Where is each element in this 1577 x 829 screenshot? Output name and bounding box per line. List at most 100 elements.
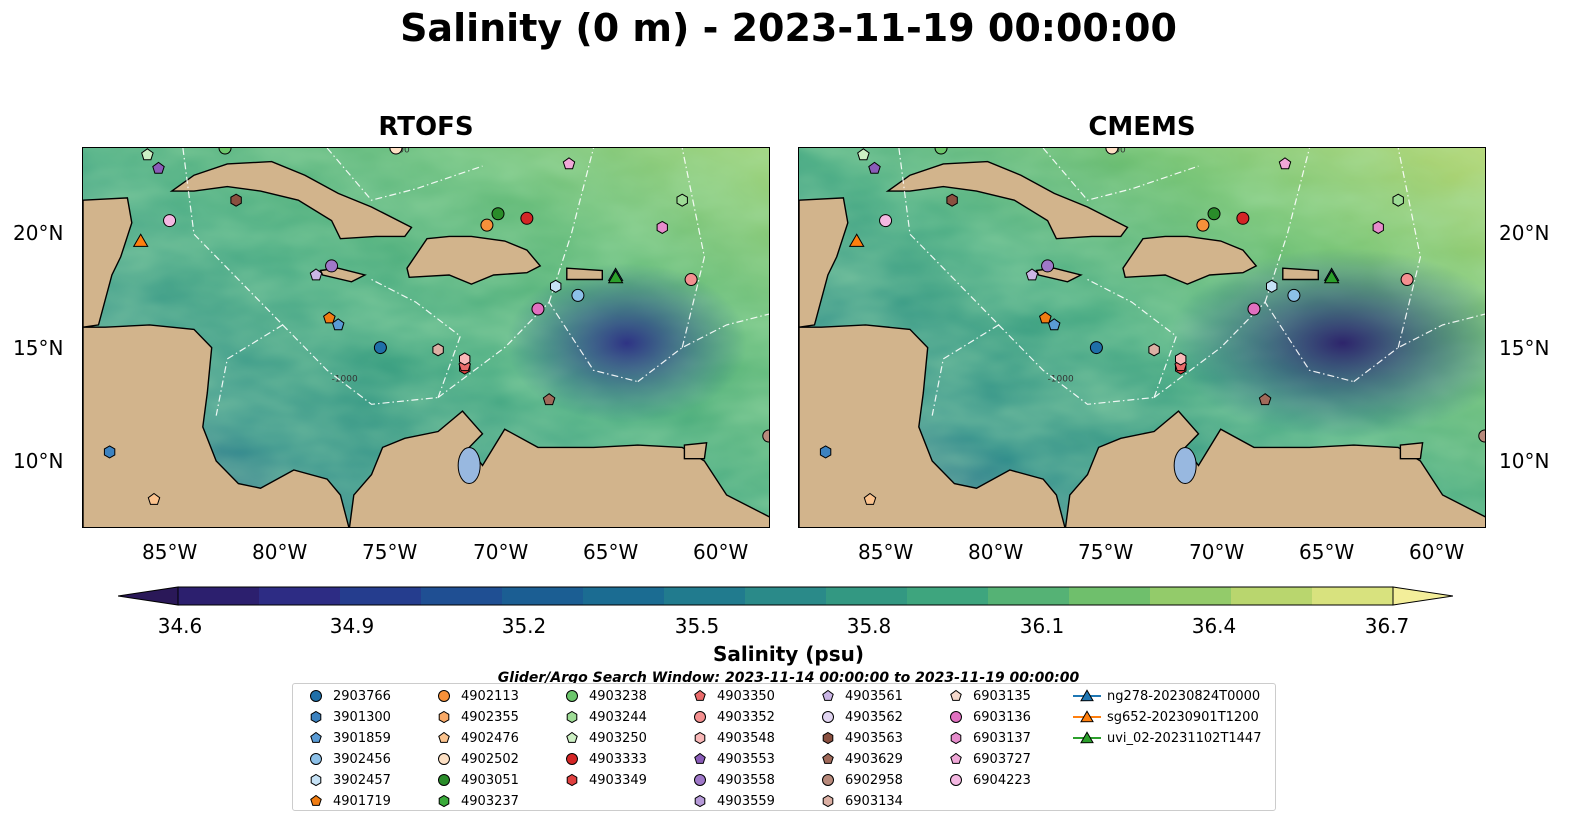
legend-marker-icon — [694, 711, 706, 723]
legend-marker-icon — [950, 752, 962, 764]
lat-tick-label: 10°N — [1499, 449, 1550, 473]
legend-label: 4902355 — [461, 709, 519, 725]
float-marker — [373, 341, 387, 355]
legend-item: 4903238 — [561, 688, 647, 704]
float-marker — [868, 161, 881, 174]
legend-marker-icon — [694, 752, 706, 764]
float-marker — [480, 218, 494, 232]
map-panel-rtofs: -100-1000 — [82, 147, 770, 528]
legend-label: ng278-20230824T0000 — [1107, 688, 1261, 704]
legend-label: 4903238 — [589, 688, 647, 704]
land-cuba — [885, 160, 1129, 240]
float-marker — [1287, 288, 1301, 302]
float-marker — [934, 148, 948, 155]
legend-marker-icon — [310, 731, 322, 743]
land-central-america — [83, 324, 350, 527]
eez-boundary — [681, 148, 706, 348]
legend-item: 6903727 — [945, 751, 1031, 767]
legend-label: 4903051 — [461, 772, 519, 788]
legend-marker-icon — [566, 710, 578, 724]
legend-label: 6903727 — [973, 751, 1031, 767]
legend-item: 4903333 — [561, 751, 647, 767]
float-marker — [1207, 207, 1221, 221]
lon-tick-label: 75°W — [362, 540, 418, 564]
legend-item: 4903629 — [817, 751, 903, 767]
float-marker — [163, 214, 177, 228]
float-marker — [147, 492, 161, 505]
lake-maracaibo — [1173, 447, 1197, 484]
lon-tick-label: 75°W — [1078, 540, 1134, 564]
legend-label: 4903561 — [845, 688, 903, 704]
land-hispaniola — [1122, 235, 1258, 285]
legend-label: 4903558 — [717, 772, 775, 788]
lon-tick-label: 65°W — [583, 540, 639, 564]
legend-label: 6903136 — [973, 709, 1031, 725]
panel-title-rtofs: RTOFS — [378, 112, 474, 142]
legend-item: ng278-20230824T0000 — [1073, 688, 1260, 704]
legend-marker-icon — [822, 774, 834, 786]
legend-label: 4903548 — [717, 730, 775, 746]
legend-item: 4903350 — [689, 688, 775, 704]
legend-label: 6903135 — [973, 688, 1031, 704]
float-marker — [218, 148, 232, 155]
legend: 2903766 3901300 3901859 3902456 3902457 49017… — [292, 683, 1276, 811]
float-marker — [1089, 341, 1103, 355]
float-marker — [1392, 193, 1404, 207]
float-marker — [432, 343, 444, 357]
legend-item: 4903559 — [689, 793, 775, 809]
legend-item: 4903553 — [689, 751, 775, 767]
legend-label: 3901859 — [333, 730, 391, 746]
legend-label: sg652-20230901T1200 — [1107, 709, 1259, 725]
legend-item: 6902958 — [817, 772, 903, 788]
legend-marker-icon — [310, 794, 322, 806]
glider-marker — [607, 269, 624, 284]
legend-item: 3902456 — [305, 751, 391, 767]
colorbar-tick: 34.9 — [329, 614, 375, 638]
legend-marker-icon — [822, 711, 834, 723]
lat-tick-label: 15°N — [1499, 336, 1550, 360]
lat-tick-label: 10°N — [13, 449, 64, 473]
map-panel-cmems: -100-1000 — [798, 147, 1486, 528]
float-marker — [531, 302, 545, 316]
legend-marker-icon — [950, 774, 962, 786]
legend-marker-icon — [950, 689, 962, 701]
eez-boundary — [437, 301, 638, 398]
float-marker — [879, 214, 893, 228]
legend-item: 3902457 — [305, 772, 391, 788]
float-marker — [325, 259, 339, 273]
float-marker — [857, 148, 870, 161]
legend-item: sg652-20230901T1200 — [1073, 709, 1259, 725]
legend-label: 4901719 — [333, 793, 391, 809]
float-marker — [309, 268, 323, 281]
legend-item: 6903134 — [817, 793, 903, 809]
legend-marker-icon — [566, 690, 578, 702]
legend-item: 3901859 — [305, 730, 391, 746]
eez-boundary — [1042, 148, 1199, 201]
eez-boundary — [548, 148, 595, 303]
colorbar-tick: 36.4 — [1191, 614, 1237, 638]
legend-label: 3902457 — [333, 772, 391, 788]
land-south-america — [348, 410, 769, 527]
lon-tick-label: 85°W — [142, 540, 198, 564]
lat-tick-label: 20°N — [1499, 221, 1550, 245]
float-marker — [676, 193, 688, 207]
legend-item: 4902502 — [433, 751, 519, 767]
lat-tick-label: 20°N — [13, 221, 64, 245]
lon-tick-label: 65°W — [1299, 540, 1355, 564]
legend-item: 4902355 — [433, 709, 519, 725]
float-marker — [562, 157, 576, 170]
float-marker — [762, 429, 769, 443]
legend-item: 4902476 — [433, 730, 519, 746]
colorbar-label: Salinity (psu) — [712, 642, 864, 666]
legend-label: 6902958 — [845, 772, 903, 788]
float-marker — [571, 288, 585, 302]
legend-label: 6903134 — [845, 793, 903, 809]
eez-boundary — [371, 278, 462, 398]
legend-item: 4902113 — [433, 688, 519, 704]
float-marker — [1041, 259, 1055, 273]
eez-boundary — [898, 148, 1000, 326]
legend-item: 6903137 — [945, 730, 1031, 746]
lon-tick-label: 70°W — [1189, 540, 1245, 564]
float-marker — [1175, 352, 1187, 366]
legend-label: 3902456 — [333, 751, 391, 767]
